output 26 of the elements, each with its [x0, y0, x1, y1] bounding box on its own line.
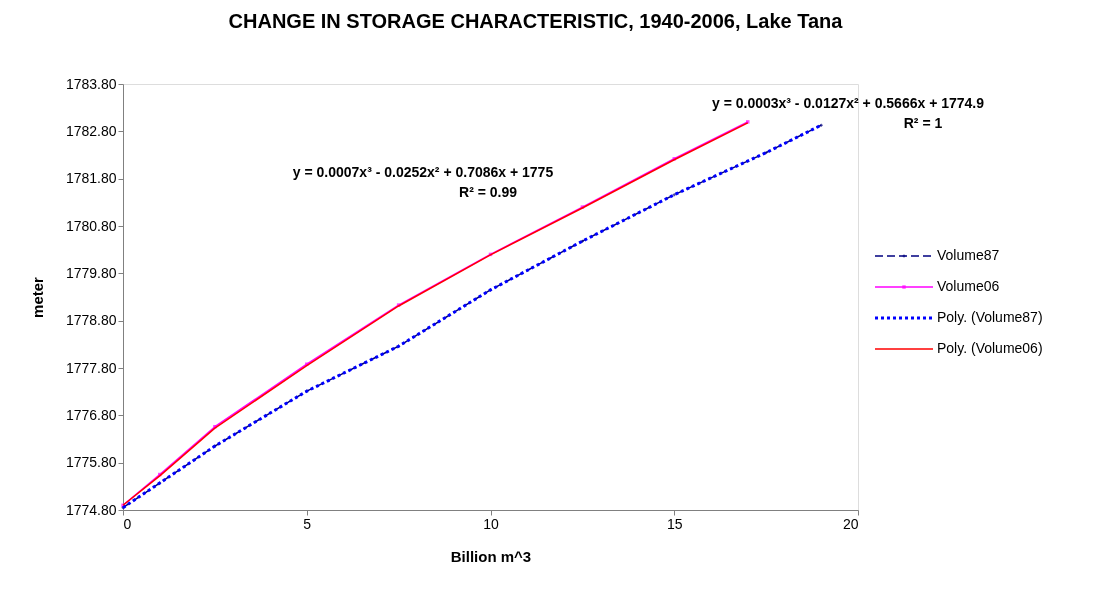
y-tick-label: 1780.80 [65, 217, 117, 234]
legend-label: Volume06 [937, 278, 1000, 294]
x-tick-label: 20 [842, 515, 859, 532]
x-axis-title: Billion m^3 [450, 547, 532, 565]
annotation: y = 0.0003x³ - 0.0127x² + 0.5666x + 1774.9 [711, 95, 985, 111]
y-tick-label: 1775.80 [65, 454, 117, 471]
y-tick-label: 1782.80 [65, 122, 117, 139]
legend-label: Volume87 [937, 247, 1000, 263]
y-tick-label: 1777.80 [65, 359, 117, 376]
y-tick-label: 1776.80 [65, 406, 117, 423]
y-tick-label: 1783.80 [65, 75, 117, 92]
x-tick-label: 10 [483, 515, 499, 532]
y-tick-label: 1779.80 [65, 264, 117, 281]
y-tick-label: 1774.80 [65, 501, 117, 518]
x-tick-label: 0 [123, 515, 132, 532]
annotation: R² = 0.99 [459, 184, 518, 200]
x-tick-label: 5 [303, 515, 312, 532]
annotation: y = 0.0007x³ - 0.0252x² + 0.7086x + 1775 [292, 164, 554, 180]
legend-label: Poly. (Volume87) [937, 309, 1043, 325]
chart-title: CHANGE IN STORAGE CHARACTERISTIC, 1940-2006, Lake Tana [228, 10, 844, 32]
x-tick-label: 15 [666, 515, 683, 532]
y-tick-label: 1778.80 [65, 312, 117, 329]
text: R² = 1 [903, 115, 943, 131]
y-axis-title: meter [28, 276, 46, 318]
legend-label: Poly. (Volume06) [937, 340, 1043, 356]
y-tick-label: 1781.80 [65, 170, 117, 187]
